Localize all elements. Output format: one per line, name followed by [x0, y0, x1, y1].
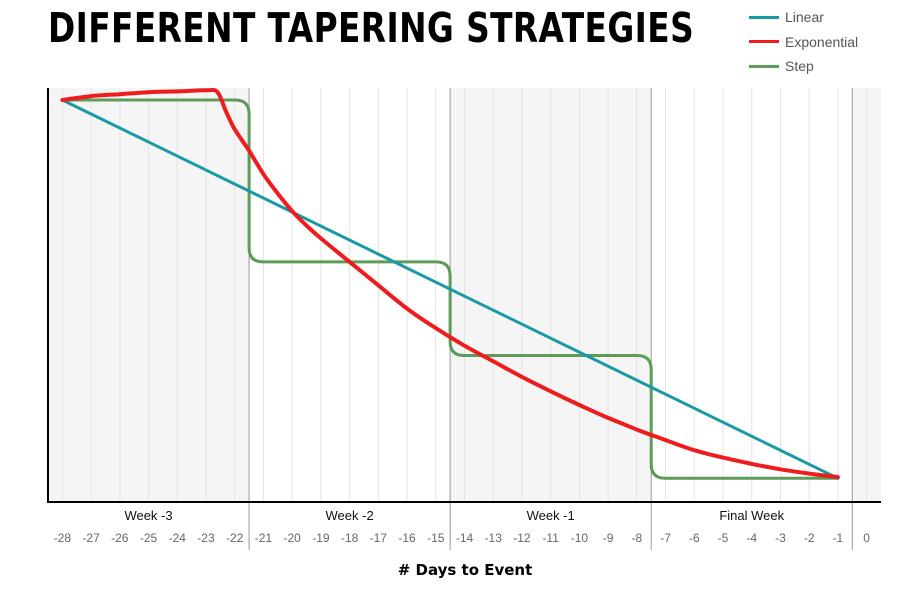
x-axis-label: # Days to Event [398, 561, 533, 579]
x-tick-label: -18 [341, 531, 359, 545]
x-tick-label: -12 [513, 531, 531, 545]
axes [47, 88, 881, 503]
legend-label-step: Step [785, 58, 814, 75]
x-tick-label: -20 [283, 531, 301, 545]
x-tick-label: -10 [571, 531, 589, 545]
x-tick-label: -14 [456, 531, 474, 545]
legend-item-linear: Linear [749, 5, 858, 30]
x-tick-label: -28 [54, 531, 72, 545]
legend-swatch-exponential [749, 40, 779, 44]
series-line-exponential [60, 87, 840, 480]
x-tick-label: -19 [312, 531, 330, 545]
x-tick-label: -3 [775, 531, 786, 545]
grid-lines [61, 88, 868, 502]
x-tick-label: -1 [833, 531, 844, 545]
week-labels: Week -3 Week -2 Week -1 Final Week [124, 508, 784, 523]
x-tick-label: -8 [632, 531, 643, 545]
series-line-linear [60, 98, 840, 480]
week-label: Week -3 [124, 508, 172, 523]
x-tick-label: -25 [140, 531, 158, 545]
x-tick-label: -16 [398, 531, 416, 545]
x-tick-label: -23 [197, 531, 215, 545]
chart-title: DIFFERENT TAPERING STRATEGIES [48, 4, 695, 52]
x-tick-label: -4 [746, 531, 757, 545]
x-tick-label: -7 [660, 531, 671, 545]
x-tick-labels: -28 -27 -26 -25 -24 -23 -22 -21 -20 -19 -18 -17 -16-… [54, 531, 871, 545]
week-label: Final Week [719, 508, 784, 523]
week-label: Week -2 [326, 508, 374, 523]
x-tick-label: -15 [427, 531, 445, 545]
x-tick-label: -6 [689, 531, 700, 545]
x-tick-label: -9 [603, 531, 614, 545]
x-tick-label: -21 [255, 531, 273, 545]
legend-swatch-step [749, 64, 779, 68]
x-tick-label: -5 [718, 531, 729, 545]
x-tick-label: -17 [370, 531, 388, 545]
legend: Linear Exponential Step [749, 5, 858, 79]
x-tick-label: -2 [804, 531, 815, 545]
x-tick-label: 0 [863, 531, 870, 545]
x-tick-label: -13 [485, 531, 503, 545]
x-tick-label: -26 [111, 531, 129, 545]
legend-label-exponential: Exponential [785, 33, 859, 50]
legend-swatch-linear [749, 15, 779, 19]
x-tick-label: -22 [226, 531, 244, 545]
series-line-step [60, 98, 840, 480]
week-label: Week -1 [527, 508, 575, 523]
legend-label-linear: Linear [785, 9, 824, 26]
legend-item-exponential: Exponential [749, 30, 858, 55]
x-tick-label: -24 [169, 531, 187, 545]
x-tick-label: -27 [82, 531, 100, 545]
series-lines [60, 87, 840, 480]
legend-item-step: Step [749, 54, 858, 79]
x-tick-label: -11 [542, 531, 559, 545]
